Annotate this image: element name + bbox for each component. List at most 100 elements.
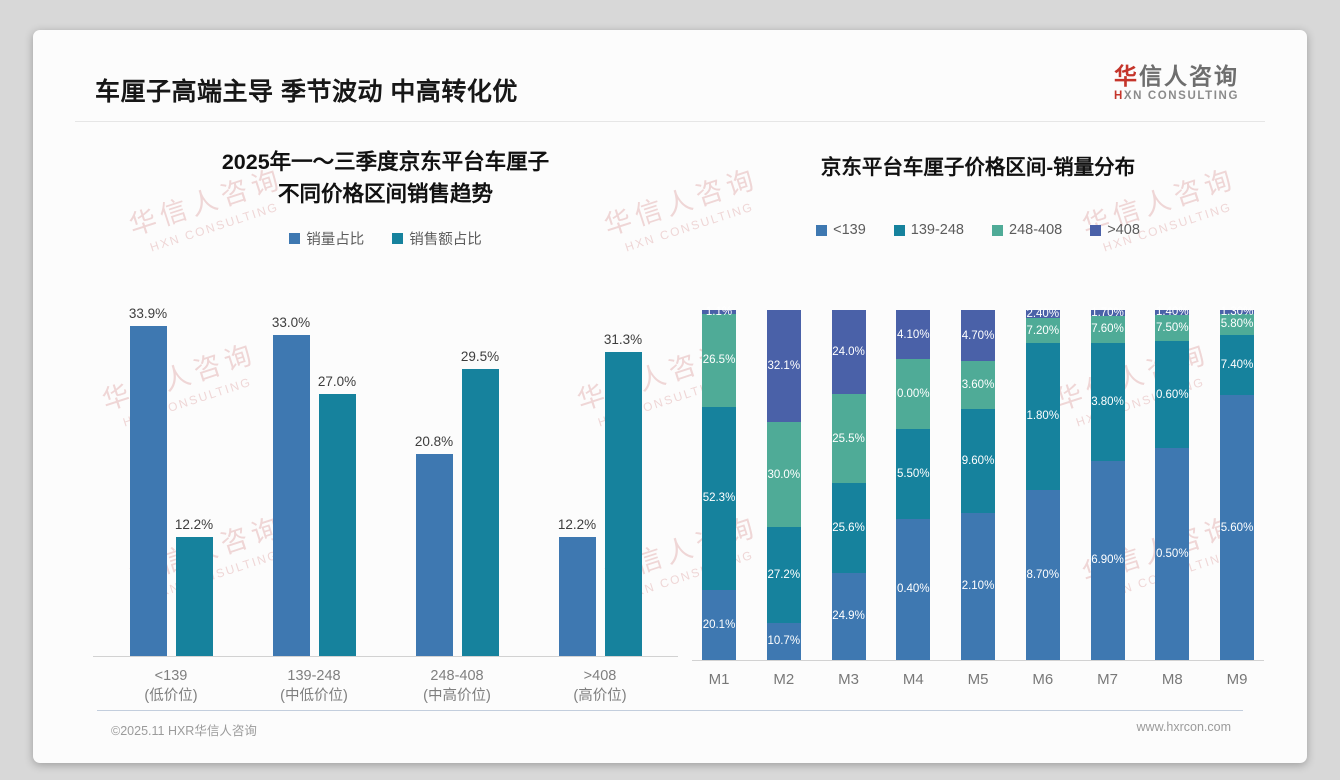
segment-value-label: 0.00%	[896, 388, 930, 401]
stack-segment: 1.80%	[1025, 343, 1060, 490]
legend-item: 248-408	[992, 222, 1062, 238]
stack-segment: 0.40%	[896, 518, 931, 660]
bar-column: 12.2%	[174, 306, 214, 656]
stack-segment: 24.0%	[831, 310, 866, 395]
segment-value-label: 2.40%	[1026, 307, 1060, 320]
slide-card: 华信人咨询 HXN CONSULTING 华信人咨询 HXN CONSULTING 华信…	[33, 30, 1307, 763]
stack-segment: 0.50%	[1155, 448, 1190, 660]
stack-segment: 26.5%	[702, 313, 736, 407]
right-chart-legend: <139 139-248 248-408 >408	[692, 222, 1264, 238]
segment-value-label: 8.70%	[1026, 568, 1060, 581]
segment-value-label: 26.5%	[702, 354, 736, 367]
left-chart-plot: 33.9% 12.2% 33.0% 27.0% 20.8% 29.5% 12.2% 31.3%	[93, 306, 678, 657]
bar-group: 12.2% 31.3%	[544, 306, 656, 656]
stack-segment: 5.80%	[1220, 314, 1254, 335]
category-label: >408 (高价位)	[544, 666, 656, 707]
segment-value-label: 1.80%	[1026, 410, 1060, 423]
logo-english-text: HXN CONSULTING	[1114, 90, 1239, 102]
bar	[604, 351, 642, 656]
legend-item: 销售额占比	[392, 228, 482, 249]
bar-group: 33.0% 27.0%	[258, 306, 370, 656]
month-label: M6	[1032, 671, 1054, 688]
segment-value-label: 30.0%	[767, 468, 801, 481]
left-chart-head: 2025年一～三季度京东平台车厘子 不同价格区间销售趋势 销量占比 销售额占比	[93, 146, 678, 292]
bar	[175, 537, 213, 656]
stack-segment: 7.20%	[1025, 318, 1060, 344]
month-label: M8	[1161, 671, 1183, 688]
segment-value-label: 24.9%	[832, 610, 865, 623]
stack-segment: 8.70%	[1025, 489, 1060, 660]
logo-accent-char: 华	[1113, 63, 1139, 89]
left-chart-title-line2: 不同价格区间销售趋势	[277, 182, 493, 207]
month-label: M4	[902, 671, 924, 688]
bar-value-label: 29.5%	[460, 349, 500, 365]
copyright-text: ©2025.11 HXR华信人咨询	[111, 724, 257, 738]
stack-segment: 5.50%	[896, 429, 931, 519]
legend-swatch	[816, 224, 828, 236]
category-label-main: >408	[583, 668, 617, 684]
segment-value-label: 7.20%	[1026, 324, 1060, 337]
bar	[129, 326, 167, 656]
right-chart-title: 京东平台车厘子价格区间-销量分布	[820, 156, 1136, 179]
logo-accent-letter: H	[1113, 90, 1124, 103]
stack-segment: 0.00%	[896, 359, 931, 430]
stack-segment: 4.10%	[896, 310, 931, 360]
segment-value-label: 4.70%	[961, 329, 995, 342]
bar	[558, 537, 596, 656]
segment-value-label: 7.50%	[1155, 322, 1189, 335]
stack-segment: 3.60%	[961, 361, 995, 410]
category-label-sub: (中高价位)	[423, 688, 491, 705]
category-label: <139 (低价位)	[115, 666, 227, 707]
bar	[461, 369, 499, 656]
bar-group: 20.8% 29.5%	[401, 306, 513, 656]
stack-segment: 5.60%	[1220, 395, 1254, 660]
stacked-bar: 6.90% 3.80% 7.60% 1.70%	[1090, 307, 1125, 660]
month-label: M7	[1097, 671, 1118, 688]
legend-label: 销售额占比	[409, 231, 482, 248]
month-label: M9	[1226, 671, 1248, 688]
right-chart-plot: 20.1% 52.3% 26.5% 1.1% 10.7% 27.2% 30.0% 32.1% 2…	[692, 306, 1264, 661]
stacked-bar: 0.50% 0.60% 7.50% 1.40%	[1155, 306, 1190, 660]
segment-value-label: 7.60%	[1091, 323, 1124, 336]
stack-segment: 1.70%	[1090, 307, 1125, 319]
legend-label: 139-248	[910, 222, 964, 238]
stack-segment: 10.7%	[766, 622, 801, 660]
bar-value-label: 20.8%	[414, 433, 454, 449]
segment-value-label: 20.1%	[702, 618, 736, 631]
bar-column: 33.0%	[272, 306, 310, 656]
bar-value-label: 12.2%	[174, 517, 214, 533]
legend-label: 销量占比	[306, 231, 365, 248]
bar-column: 27.0%	[317, 306, 357, 656]
logo-rest-letters: XN CONSULTING	[1123, 90, 1239, 103]
stacked-bar: 0.40% 5.50% 0.00% 4.10%	[896, 310, 931, 660]
stacked-bar: 8.70% 1.80% 7.20% 2.40%	[1025, 307, 1060, 660]
segment-value-label: 1.30%	[1220, 305, 1254, 318]
segment-value-label: 3.60%	[961, 379, 995, 392]
category-label: 139-248 (中低价位)	[258, 666, 370, 707]
bar-value-label: 31.3%	[603, 331, 643, 347]
grouped-bar-chart: 2025年一～三季度京东平台车厘子 不同价格区间销售趋势 销量占比 销售额占比 33…	[93, 142, 678, 707]
segment-value-label: 9.60%	[961, 454, 995, 467]
stack-segment: 7.50%	[1155, 314, 1190, 342]
legend-swatch	[392, 232, 404, 244]
segment-value-label: 25.5%	[832, 432, 865, 445]
right-chart-x-axis: M1 M2 M3 M4 M5 M6 M7 M8 M9	[692, 671, 1264, 688]
category-label-sub: (高价位)	[573, 688, 627, 705]
bar-value-label: 27.0%	[317, 373, 357, 389]
segment-value-label: 0.40%	[896, 583, 930, 596]
stack-segment: 2.40%	[1025, 307, 1060, 320]
page-title: 车厘子高端主导 季节波动 中高转化优	[95, 78, 518, 106]
stack-segment: 52.3%	[702, 406, 736, 590]
stack-segment: 20.1%	[702, 589, 736, 660]
legend-swatch	[289, 232, 301, 244]
stack-segment: 32.1%	[766, 310, 801, 423]
slide-footer: ©2025.11 HXR华信人咨询 www.hxrcon.com	[97, 710, 1243, 739]
stack-segment: 0.60%	[1155, 341, 1190, 449]
segment-value-label: 4.10%	[896, 328, 930, 341]
stack-segment: 25.6%	[831, 483, 866, 573]
stack-segment: 7.40%	[1220, 334, 1254, 396]
bar-column: 12.2%	[558, 306, 596, 656]
stack-segment: 30.0%	[766, 422, 801, 528]
stacked-bar-chart: 京东平台车厘子价格区间-销量分布 <139 139-248 248-408 >408 …	[692, 142, 1264, 707]
segment-value-label: 0.60%	[1155, 388, 1189, 401]
